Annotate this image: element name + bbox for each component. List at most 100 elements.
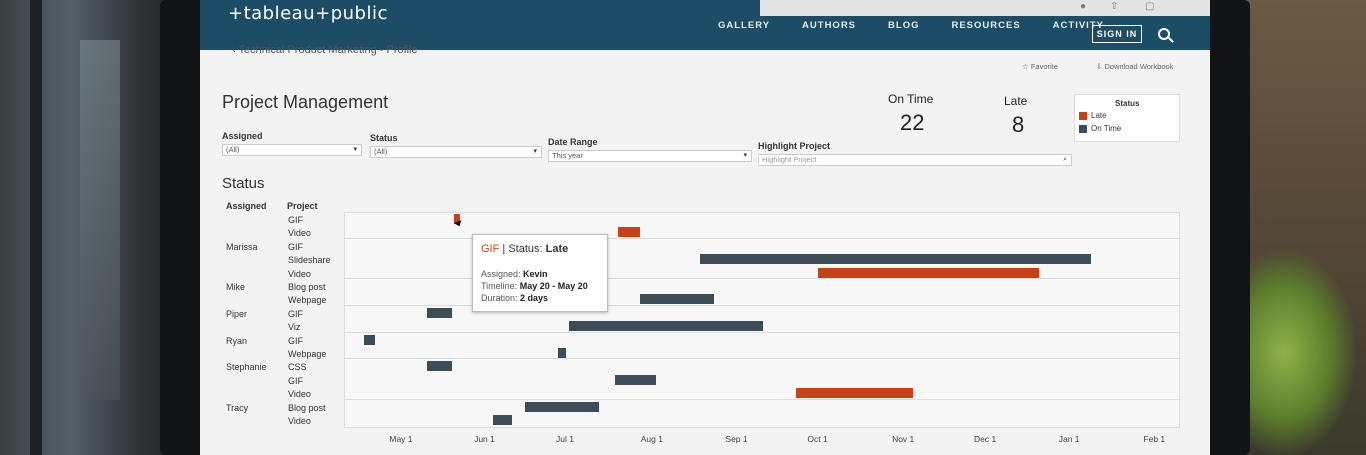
kpi-late-value: 8 bbox=[1012, 112, 1025, 137]
tooltip-status: Late bbox=[545, 243, 569, 255]
chevron-down-icon: ▾ bbox=[533, 148, 537, 155]
favorite-label: Favorite bbox=[1030, 62, 1058, 71]
project-label: GIF bbox=[288, 308, 303, 319]
group-separator bbox=[345, 398, 1181, 400]
status-section-title: Status bbox=[222, 175, 265, 192]
tooltip-header: GIF | Status: Late bbox=[481, 243, 569, 255]
bar-tooltip: GIF | Status: Late Assigned: Kevin Timel… bbox=[472, 234, 608, 312]
legend-label-ontime: On Time bbox=[1091, 124, 1122, 133]
gantt-bar[interactable] bbox=[492, 415, 512, 425]
project-label: GIF bbox=[288, 215, 303, 225]
back-link-label: Technical Product Marketing - Profile bbox=[238, 44, 418, 56]
gantt-bar[interactable] bbox=[795, 388, 914, 399]
gantt-bar[interactable] bbox=[364, 334, 376, 345]
gantt-bar[interactable] bbox=[817, 267, 1039, 278]
group-separator bbox=[345, 278, 1181, 279]
assigned-label: Tracy bbox=[226, 402, 249, 413]
x-tick-label: Oct 1 bbox=[807, 434, 828, 444]
project-label: Blog post bbox=[288, 282, 326, 292]
group-separator bbox=[345, 331, 1181, 333]
x-tick-label: Feb 1 bbox=[1143, 434, 1166, 444]
tooltip-assigned-label: Assigned: bbox=[481, 269, 521, 279]
gantt-bar[interactable] bbox=[700, 254, 1091, 265]
legend-item-ontime[interactable]: On Time bbox=[1079, 124, 1121, 133]
nav-resources[interactable]: RESOURCES bbox=[951, 20, 1021, 31]
browser-toolbar: ● ⇧ ▢ bbox=[760, 0, 1210, 16]
filter-status-select[interactable]: (All) ▾ bbox=[370, 146, 542, 158]
site-logo[interactable]: +tableau+public bbox=[228, 3, 388, 24]
x-tick-label: Jul 1 bbox=[556, 434, 574, 444]
kpi-late-label: Late bbox=[1004, 94, 1028, 108]
filter-highlight-input[interactable]: Highlight Project ⌕ bbox=[758, 154, 1072, 166]
workbook-actions: ☆ Favorite ⇩ Download Workbook bbox=[1022, 62, 1209, 71]
download-button[interactable]: ⇩ Download Workbook bbox=[1096, 62, 1174, 71]
tooltip-timeline-line: Timeline: May 20 - May 20 bbox=[481, 281, 588, 291]
share-icon[interactable]: ⇧ bbox=[1110, 1, 1119, 12]
gantt-bar[interactable] bbox=[426, 361, 452, 372]
tooltip-duration: 2 days bbox=[520, 293, 549, 303]
kpi-ontime-label: On Time bbox=[888, 92, 934, 106]
gantt-bar[interactable] bbox=[618, 227, 641, 238]
filter-status-label: Status bbox=[370, 133, 398, 143]
assigned-label: Piper bbox=[226, 308, 248, 319]
legend-title: Status bbox=[1115, 99, 1140, 108]
gantt-bar[interactable] bbox=[426, 307, 452, 318]
assigned-label: Marissa bbox=[226, 241, 258, 252]
group-separator bbox=[345, 358, 1181, 360]
project-label: Webpage bbox=[288, 295, 327, 306]
filter-daterange-value: This year bbox=[552, 151, 583, 160]
project-label: GIF bbox=[288, 241, 303, 252]
legend-item-late[interactable]: Late bbox=[1079, 111, 1107, 120]
main-nav: GALLERY AUTHORS BLOG RESOURCES ACTIVITY bbox=[718, 20, 1136, 31]
x-tick-label: May 1 bbox=[389, 434, 413, 444]
search-icon[interactable] bbox=[1158, 28, 1170, 40]
download-label: Download Workbook bbox=[1104, 62, 1174, 71]
project-label: Video bbox=[288, 268, 311, 279]
nav-gallery[interactable]: GALLERY bbox=[718, 20, 771, 31]
x-tick-label: Sep 1 bbox=[725, 434, 748, 444]
assigned-label: Mike bbox=[226, 282, 246, 292]
gantt-bar[interactable] bbox=[615, 374, 657, 385]
filter-daterange-select[interactable]: This year ▾ bbox=[548, 150, 752, 162]
project-label: Blog post bbox=[288, 402, 326, 413]
project-label: CSS bbox=[288, 362, 307, 373]
tabs-icon[interactable]: ▢ bbox=[1145, 1, 1155, 12]
browser-icon[interactable]: ● bbox=[1080, 1, 1087, 12]
filter-highlight-placeholder: Highlight Project bbox=[762, 155, 817, 164]
chevron-down-icon: ▾ bbox=[743, 152, 747, 159]
browser-screen: ● ⇧ ▢ +tableau+public GALLERY AUTHORS BL… bbox=[200, 0, 1210, 455]
tooltip-timeline-label: Timeline: bbox=[481, 281, 518, 291]
nav-blog[interactable]: BLOG bbox=[888, 20, 920, 31]
tooltip-duration-label: Duration: bbox=[481, 293, 518, 303]
back-link[interactable]: ‹ Technical Product Marketing - Profile bbox=[232, 44, 418, 56]
filter-assigned-select[interactable]: (All) ▾ bbox=[222, 144, 362, 156]
favorite-button[interactable]: ☆ Favorite bbox=[1022, 62, 1058, 71]
assigned-label: Stephanie bbox=[226, 362, 267, 373]
gantt-bar[interactable] bbox=[525, 401, 600, 412]
gantt-bar[interactable] bbox=[454, 214, 460, 224]
status-legend: Status Late On Time bbox=[1074, 94, 1180, 142]
project-label: Video bbox=[288, 228, 311, 239]
tooltip-timeline: May 20 - May 20 bbox=[519, 281, 588, 291]
gantt-bar[interactable] bbox=[569, 321, 763, 332]
gantt-bar[interactable] bbox=[640, 294, 714, 305]
search-icon: ⌕ bbox=[1063, 156, 1067, 163]
filter-daterange-label: Date Range bbox=[548, 137, 598, 147]
x-tick-label: Jun 1 bbox=[474, 434, 495, 444]
project-label: Video bbox=[288, 416, 311, 426]
tooltip-status-label: Status: bbox=[508, 243, 543, 255]
nav-activity[interactable]: ACTIVITY bbox=[1052, 20, 1104, 31]
sign-in-button[interactable]: SIGN IN bbox=[1092, 25, 1142, 43]
group-separator bbox=[345, 237, 1181, 239]
gantt-bar[interactable] bbox=[558, 348, 567, 358]
chevron-down-icon: ▾ bbox=[353, 146, 357, 153]
x-tick-label: Jan 1 bbox=[1058, 434, 1080, 444]
x-tick-label: Aug 1 bbox=[640, 434, 663, 444]
kpi-ontime-value: 22 bbox=[900, 110, 925, 135]
plant bbox=[1236, 250, 1356, 455]
nav-authors[interactable]: AUTHORS bbox=[802, 20, 857, 31]
top-nav-bar: ● ⇧ ▢ +tableau+public GALLERY AUTHORS BL… bbox=[200, 0, 1210, 50]
tooltip-assigned: Kevin bbox=[523, 269, 548, 279]
tooltip-project: GIF bbox=[481, 243, 500, 255]
x-tick-label: Nov 1 bbox=[892, 434, 915, 444]
